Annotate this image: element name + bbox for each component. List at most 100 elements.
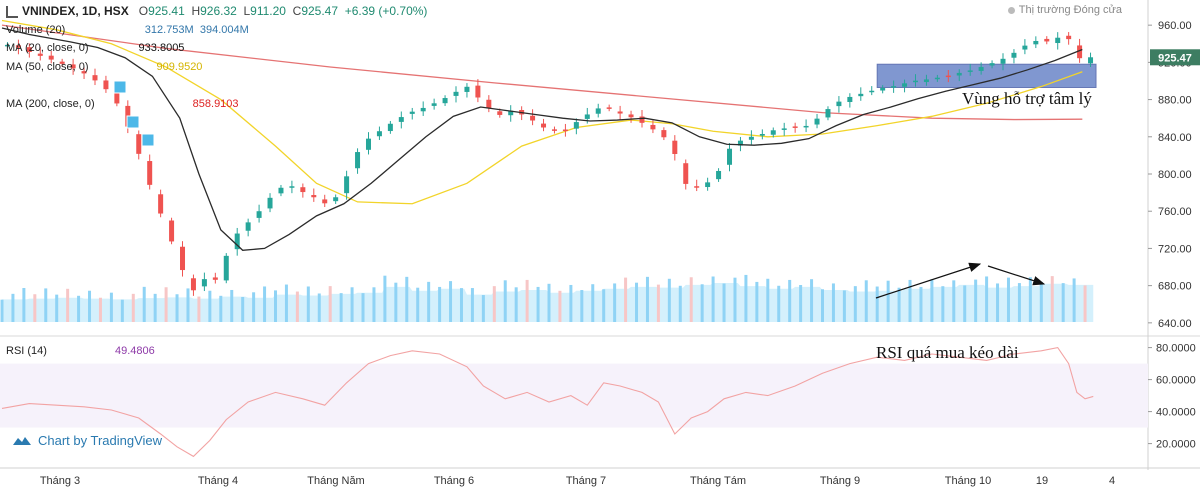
trend-arrow-up (875, 262, 982, 299)
candle-body (825, 109, 831, 118)
cloud-icon (12, 434, 32, 449)
volume-bar (120, 299, 124, 322)
candle-body (902, 83, 908, 87)
rsi-tick-label: 80.0000 (1156, 343, 1196, 355)
candle-body (103, 80, 109, 90)
candle-body (508, 110, 514, 116)
time-label: Tháng 6 (434, 475, 474, 487)
volume-bar (284, 284, 288, 322)
volume-bar (514, 287, 518, 322)
volume-bar (886, 280, 890, 322)
time-label: 19 (1036, 475, 1048, 487)
volume-bar (536, 286, 540, 322)
candle-body (869, 90, 875, 93)
candle-body (398, 117, 404, 122)
volume-bar (449, 281, 453, 322)
volume-bar (689, 277, 693, 322)
volume-bar (656, 284, 660, 322)
rsi-note: RSI quá mua kéo dài (876, 343, 1019, 362)
candle-body (551, 129, 557, 131)
volume-bar (722, 283, 726, 322)
low-value: 911.20 (250, 4, 286, 18)
volume-bar (547, 283, 551, 322)
candle-body (661, 130, 667, 138)
volume-bar (208, 290, 212, 322)
volume-value: 312.753M (144, 24, 194, 36)
candle-body (541, 123, 547, 128)
volume-bar (339, 293, 343, 322)
candle-body (256, 211, 262, 218)
price-tick-label: 680.00 (1158, 281, 1192, 293)
rsi-line (1, 346, 1094, 458)
candle-body (792, 126, 798, 128)
price-tick-label: 640.00 (1158, 318, 1192, 330)
candle-body (956, 72, 962, 76)
candle-body (1022, 45, 1028, 50)
signal-marker (126, 115, 140, 129)
candle-body (15, 45, 21, 48)
candle-body (278, 187, 284, 194)
volume-bar (317, 293, 321, 322)
rsi-value: 49.4806 (114, 345, 155, 357)
candle-body (912, 80, 918, 83)
volume-bar (952, 280, 956, 322)
volume-bar (219, 295, 223, 322)
volume-bar (131, 293, 135, 322)
candle-body (409, 111, 415, 114)
volume-bar (558, 290, 562, 322)
candle-body (59, 61, 65, 64)
rsi-band (0, 363, 1148, 428)
market-status: Thị trường Đóng cửa (1007, 4, 1122, 16)
time-label: 4 (1109, 475, 1115, 487)
time-label: Tháng 9 (820, 475, 860, 487)
volume-bar (98, 297, 102, 322)
volume-bar (44, 288, 48, 322)
legend-volume: Volume (20) 312.753M 394.004M (6, 24, 249, 36)
price-tag-label: 925.47 (1158, 52, 1192, 64)
candle-body (1033, 40, 1039, 45)
volume-bar (241, 296, 245, 322)
volume-bar (153, 293, 157, 322)
rsi-tick-label: 40.0000 (1156, 407, 1196, 419)
volume-bar (33, 294, 37, 322)
volume-bar (405, 276, 409, 322)
volume-bar (700, 284, 704, 322)
volume-bar (1061, 283, 1065, 322)
volume-bar (766, 278, 770, 322)
candle-body (169, 220, 175, 242)
volume-bar (1028, 277, 1032, 322)
volume-bar (974, 279, 978, 322)
volume-bar (481, 295, 485, 322)
volume-bar (77, 295, 81, 322)
volume-bar (263, 286, 267, 322)
candle-body (923, 79, 929, 83)
candle-body (180, 246, 186, 271)
ma20-line (1, 27, 1083, 251)
price-tick-label: 960.00 (1158, 20, 1192, 32)
trend-arrow-down (987, 265, 1046, 286)
candle-body (26, 47, 32, 53)
volume-bar (230, 289, 234, 322)
volume-bar (197, 296, 201, 322)
candle-body (475, 85, 481, 98)
legend-ma20: MA (20, close, 0) 933.8005 (6, 42, 185, 54)
candle-body (70, 64, 76, 69)
volume-bar (1050, 276, 1054, 322)
volume-bar (372, 287, 376, 322)
volume-bar (55, 294, 59, 322)
volume-bar (186, 288, 190, 322)
candle-body (245, 222, 251, 231)
candle-body (431, 103, 437, 106)
price-tick-label: 760.00 (1158, 206, 1192, 218)
support-zone-label: Vùng hỗ trợ tâm lý (962, 89, 1092, 108)
time-label: Tháng 10 (945, 475, 991, 487)
candle-body (322, 199, 328, 204)
price-tick-label: 840.00 (1158, 132, 1192, 144)
volume-bar (591, 284, 595, 322)
tradingview-brand[interactable]: Chart by TradingView (12, 433, 162, 449)
time-label: Tháng 7 (566, 475, 606, 487)
symbol-title[interactable]: VNINDEX, 1D, HSX (22, 4, 129, 18)
candle-body (770, 130, 776, 135)
volume-bar (164, 287, 168, 322)
